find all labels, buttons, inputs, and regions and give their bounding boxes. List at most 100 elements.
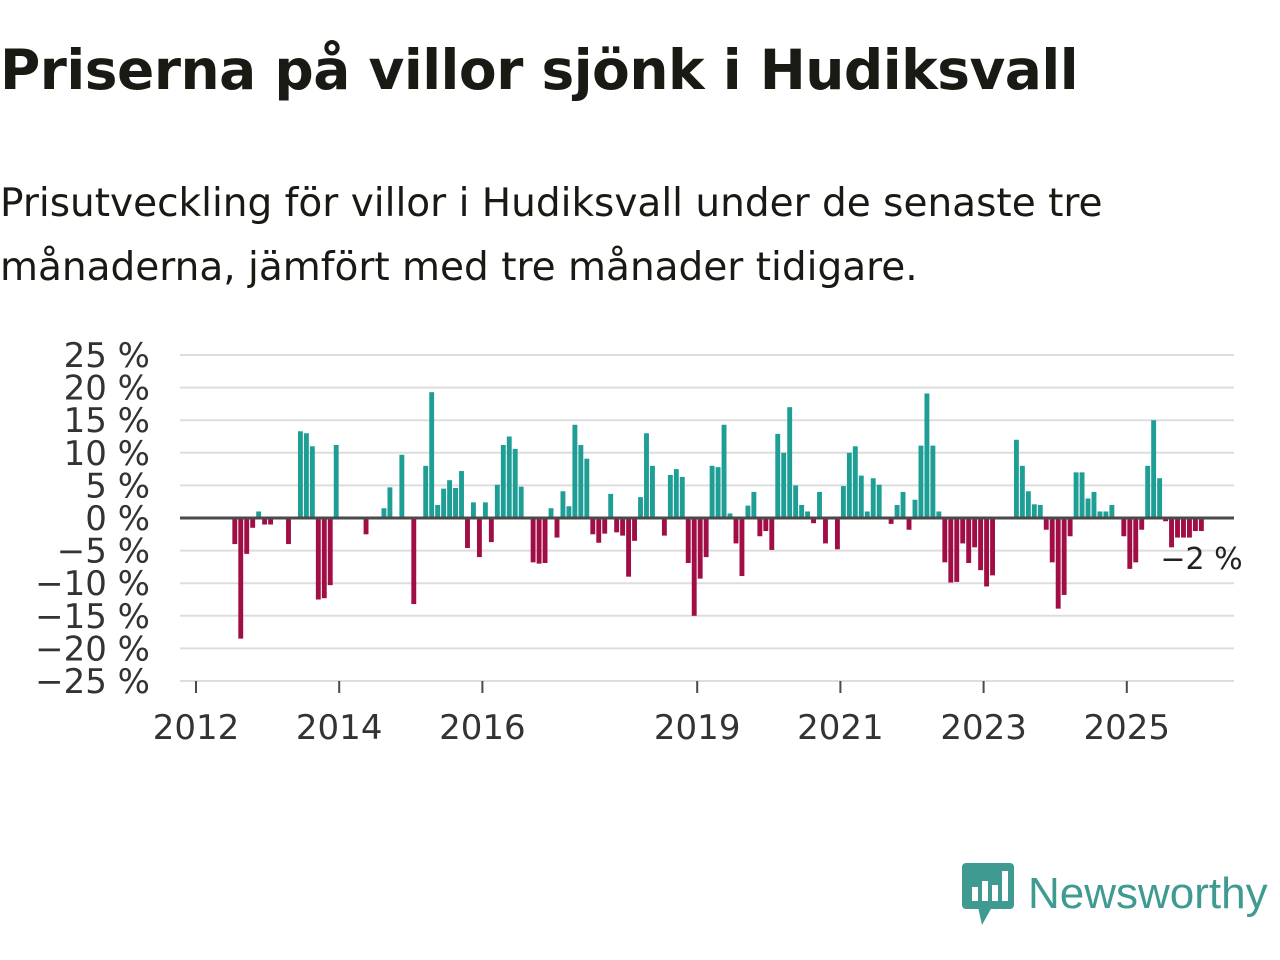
- bar: [930, 445, 936, 518]
- bar: [423, 465, 429, 518]
- bar: [948, 518, 954, 583]
- bar: [787, 407, 793, 518]
- bar: [309, 446, 315, 518]
- bar: [1192, 518, 1198, 532]
- y-tick-label: −20 %: [35, 629, 150, 669]
- bar: [327, 518, 333, 586]
- bar: [286, 518, 291, 545]
- bar: [620, 518, 626, 536]
- bar: [900, 491, 906, 518]
- y-tick-label: −10 %: [35, 564, 150, 604]
- bar: [429, 392, 435, 518]
- bar: [453, 488, 458, 518]
- bar: [536, 518, 542, 564]
- bar: [840, 486, 846, 518]
- bar: [1085, 498, 1091, 518]
- bar: [751, 491, 757, 518]
- y-tick-label: 0 %: [85, 499, 150, 539]
- bar: [250, 518, 256, 528]
- bar: [846, 452, 852, 518]
- bar: [1175, 518, 1180, 538]
- bar: [942, 518, 948, 563]
- bar: [542, 518, 548, 563]
- chart-subtitle: Prisutveckling för villor i Hudiksvall u…: [0, 181, 1103, 290]
- bar: [1097, 511, 1103, 518]
- bar: [1163, 518, 1169, 522]
- bar: [721, 424, 727, 518]
- bar: [1109, 504, 1115, 518]
- bar: [811, 518, 816, 524]
- bar: [817, 491, 822, 518]
- bar: [954, 518, 960, 582]
- y-tick-label: 15 %: [64, 401, 150, 441]
- x-tick-label: 2021: [797, 708, 884, 748]
- bar: [459, 471, 464, 518]
- bar: [793, 485, 799, 518]
- bar: [566, 506, 572, 518]
- x-tick-label: 2025: [1084, 708, 1171, 748]
- bar: [960, 518, 966, 544]
- bar: [1061, 518, 1067, 595]
- bar: [238, 518, 244, 639]
- bar: [1121, 518, 1127, 537]
- bar: [435, 504, 441, 518]
- bar: [596, 518, 602, 543]
- newsworthy-logo[interactable]: Newsworthy: [962, 862, 1268, 926]
- bar: [823, 518, 828, 544]
- bar: [1133, 518, 1139, 563]
- bar: [387, 487, 393, 518]
- bar: [703, 518, 709, 558]
- bar: [876, 484, 882, 518]
- x-tick-label: 2012: [153, 708, 240, 748]
- bar: [560, 491, 566, 518]
- bar: [614, 518, 620, 533]
- bar: [268, 518, 274, 525]
- bar: [1169, 518, 1174, 548]
- bar: [661, 518, 667, 536]
- bar: [709, 465, 715, 518]
- bar: [972, 518, 978, 548]
- bar: [500, 444, 506, 518]
- bar: [1103, 511, 1109, 518]
- last-value-label: −2 %: [1160, 542, 1242, 577]
- bar: [757, 518, 763, 537]
- bar: [990, 518, 995, 576]
- bar: [936, 511, 942, 518]
- y-tick-label: −25 %: [35, 662, 150, 702]
- bar: [554, 518, 560, 538]
- bar: [494, 484, 500, 518]
- bar: [1073, 472, 1079, 518]
- bar: [1013, 439, 1019, 518]
- bar: [333, 444, 339, 518]
- bar: [1181, 518, 1186, 538]
- bar: [978, 518, 984, 571]
- bar: [1145, 465, 1151, 518]
- bar: [715, 467, 721, 518]
- bar: [315, 518, 321, 600]
- x-tick-label: 2019: [654, 708, 741, 748]
- y-tick-label: −15 %: [35, 597, 150, 637]
- bar: [262, 518, 268, 525]
- bar: [679, 476, 685, 518]
- bar: [399, 454, 405, 518]
- bar: [381, 508, 387, 518]
- bar: [727, 513, 733, 518]
- bar: [763, 518, 769, 532]
- bar: [691, 518, 697, 616]
- bar: [966, 518, 972, 563]
- bar: [518, 486, 524, 518]
- newsworthy-icon: [962, 863, 1014, 925]
- bars: [232, 392, 1204, 639]
- bar: [411, 518, 417, 605]
- bar: [1025, 491, 1031, 518]
- x-axis-ticks: 2012 2014 2016 2019 2021 2023 2025: [153, 681, 1170, 748]
- bar: [739, 518, 745, 577]
- bar: [805, 511, 811, 518]
- bar: [685, 518, 691, 563]
- y-tick-label: 5 %: [85, 466, 150, 506]
- bar: [471, 502, 476, 518]
- bar: [745, 505, 751, 518]
- bar: [441, 488, 447, 518]
- bar: [1091, 491, 1097, 518]
- bar: [1139, 518, 1145, 530]
